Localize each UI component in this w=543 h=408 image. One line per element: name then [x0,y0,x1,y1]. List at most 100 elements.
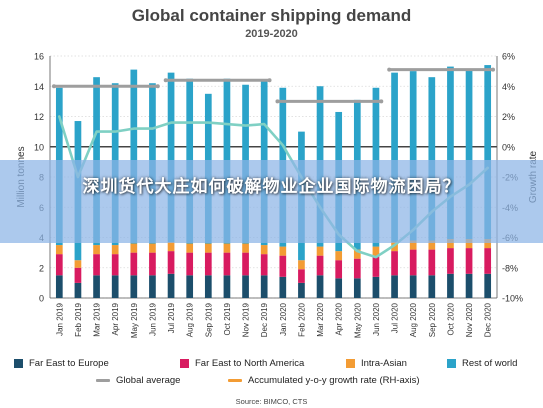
legend-item-rest-of-world: Rest of world [447,358,517,369]
bar-segment [55,245,63,255]
bar-segment [167,242,175,252]
x-tick-label: Feb 2020 [297,302,306,336]
x-tick-label: Jan 2020 [279,302,288,335]
bar-segment [372,255,380,277]
bar-segment [74,282,82,298]
legend-label: Far East to Europe [29,358,109,369]
bar-segment [391,251,398,276]
x-tick-label: Jun 2020 [372,302,381,335]
bar-segment [409,71,417,241]
bar-segment [335,251,343,261]
bar-segment [242,243,249,253]
legend-item-global-average: Global average [96,375,180,386]
bar-segment [204,252,212,276]
bar-segment [279,276,287,298]
bar-segment [186,243,194,253]
legend-item-growth-rate: Accumulated y-o-y growth rate (RH-axis) [228,375,420,386]
x-tick-label: Oct 2020 [446,302,455,335]
bar-segment [335,278,343,298]
bar-segment [409,249,417,276]
overlay-banner [0,160,543,243]
bar-segment [93,275,100,298]
bar-segment [409,240,417,250]
bar-segment [223,275,231,298]
bar-segment [74,267,82,283]
bar-segment [484,273,492,298]
legend-item-far-east-europe: Far East to Europe [14,358,109,369]
y-tick-label: 14 [34,82,44,92]
x-tick-label: Mar 2019 [93,302,102,336]
bar-segment [447,239,454,249]
y2-tick-label: -8% [502,263,518,273]
legend-label: Intra-Asian [361,358,407,369]
bar-segment [55,254,63,276]
y-tick-label: 2 [39,263,44,273]
bar-segment [204,243,212,253]
bar-segment [111,245,119,255]
x-tick-label: Jul 2019 [167,302,176,333]
bar-segment [316,255,324,276]
x-tick-label: Nov 2020 [465,302,474,337]
legend-swatch [14,359,23,368]
legend-label: Global average [116,375,181,386]
overlay-headline: 深圳货代大庄如何破解物业企业国际物流困局？ [82,177,461,196]
x-tick-label: Sep 2020 [428,302,437,337]
bar-segment [484,248,492,274]
bar-segment [130,69,138,244]
global-average-endpoint [267,78,272,83]
bar-segment [409,275,417,298]
global-average-endpoint [51,84,56,89]
bar-segment [242,252,249,276]
bar-segment [55,275,63,298]
bar-segment [223,252,231,276]
bar-segment [111,275,119,298]
bar-segment [130,275,138,298]
chart-title: Global container shipping demand [131,6,412,25]
x-tick-label: Apr 2020 [335,302,344,335]
y-tick-label: 10 [34,142,44,152]
y2-tick-label: 2% [502,112,515,122]
bar-segment [298,282,305,298]
bar-segment [484,65,492,240]
bar-segment [391,275,398,298]
bar-segment [372,246,380,256]
bar-segment [447,248,454,274]
bar-segment [111,254,119,276]
legend-swatch [447,359,456,368]
bar-segment [204,275,212,298]
bar-segment [186,275,194,298]
x-tick-label: Dec 2019 [260,302,269,337]
y-tick-label: 0 [39,294,44,304]
bar-segment [428,275,436,298]
bar-segment [279,255,287,277]
bar-segment [372,276,380,298]
bar-segment [167,251,175,274]
legend-label: Far East to North America [195,358,305,369]
bar-segment [391,72,398,243]
legend-line [228,379,242,382]
y-tick-label: 16 [34,52,44,62]
bar-segment [279,246,287,256]
legend-item-intra-asian: Intra-Asian [346,358,407,369]
source-note: Source: BIMCO, CTS [235,397,308,406]
bar-segment [428,240,436,250]
bar-segment [428,77,436,241]
bar-segment [130,252,138,276]
legend-line [96,379,110,382]
legend-label: Accumulated y-o-y growth rate (RH-axis) [248,375,420,386]
bar-segment [298,269,305,283]
chart-subtitle: 2019-2020 [245,28,298,40]
bar-segment [74,260,82,268]
bar-segment [316,275,324,298]
y2-tick-label: 4% [502,82,515,92]
bar-segment [316,246,324,256]
bar-segment [186,252,194,276]
legend-label: Rest of world [462,358,518,369]
y2-tick-label: 6% [502,52,515,62]
x-tick-label: Nov 2019 [242,302,251,337]
global-average-endpoint [155,84,160,89]
bar-segment [149,252,156,276]
bar-segment [298,260,305,270]
bar-segment [447,66,454,240]
x-tick-label: Apr 2019 [111,302,120,335]
